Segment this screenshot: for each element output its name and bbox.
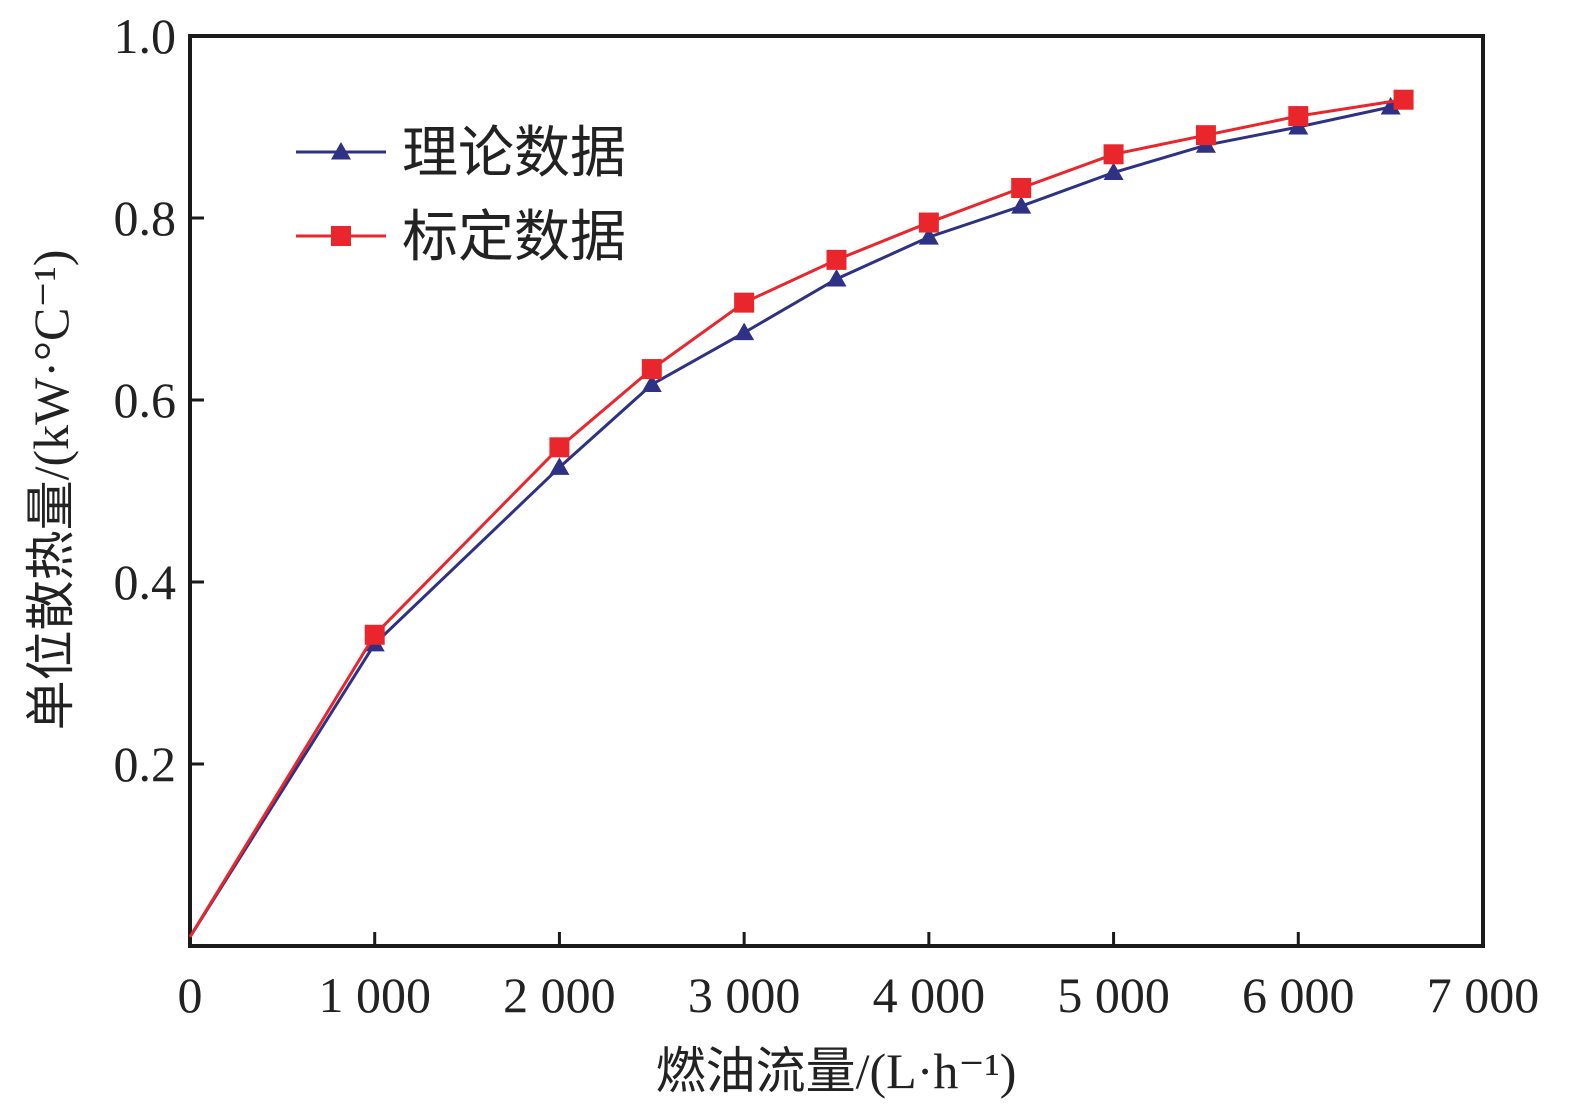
- x-tick-label: 6 000: [1242, 967, 1355, 1023]
- data-point-square: [826, 249, 847, 270]
- data-point-square: [331, 226, 351, 246]
- x-tick-label: 2 000: [503, 967, 616, 1023]
- data-point-square: [918, 212, 939, 233]
- data-point-square: [734, 292, 755, 313]
- data-point-triangle: [641, 374, 662, 393]
- data-point-triangle: [549, 457, 570, 475]
- x-tick-label: 0: [178, 967, 203, 1023]
- x-tick-label: 5 000: [1057, 967, 1170, 1023]
- data-point-triangle: [331, 142, 351, 160]
- x-axis-label: 燃油流量/(L·h⁻¹): [656, 1043, 1017, 1099]
- y-tick-label: 0.8: [114, 190, 177, 246]
- legend-label: 标定数据: [402, 207, 626, 269]
- data-point-square: [364, 624, 385, 645]
- legend-item: 理论数据: [296, 123, 626, 185]
- series-1: [188, 96, 1401, 938]
- data-point-triangle: [1103, 162, 1124, 180]
- data-point-square: [1393, 89, 1414, 110]
- data-point-square: [1288, 106, 1309, 127]
- legend-label: 理论数据: [402, 123, 626, 185]
- data-point-triangle: [1011, 196, 1032, 214]
- data-point-triangle: [1380, 96, 1401, 115]
- y-tick-label: 0.4: [114, 554, 177, 610]
- x-tick-label: 3 000: [688, 967, 801, 1023]
- y-tick-label: 0.2: [114, 736, 177, 792]
- y-axis-label: 单位散热量/(kW·°C⁻¹): [23, 250, 79, 731]
- legend-item: 标定数据: [296, 207, 626, 269]
- data-point-square: [1103, 144, 1124, 165]
- data-point-triangle: [826, 268, 847, 287]
- y-tick-label: 1.0: [114, 8, 177, 64]
- x-tick-label: 4 000: [873, 967, 986, 1023]
- x-tick-label: 7 000: [1427, 967, 1540, 1023]
- x-tick-label: 1 000: [318, 967, 431, 1023]
- series-line: [188, 98, 1404, 938]
- data-point-square: [641, 359, 662, 380]
- data-point-square: [1011, 177, 1032, 198]
- series-2: [188, 89, 1414, 938]
- y-tick-label: 0.6: [114, 372, 177, 428]
- data-point-triangle: [734, 322, 755, 341]
- data-point-triangle: [918, 227, 939, 245]
- data-point-square: [1195, 125, 1216, 146]
- plot-frame: [188, 34, 1485, 948]
- series-line: [188, 105, 1391, 938]
- data-point-square: [549, 437, 570, 458]
